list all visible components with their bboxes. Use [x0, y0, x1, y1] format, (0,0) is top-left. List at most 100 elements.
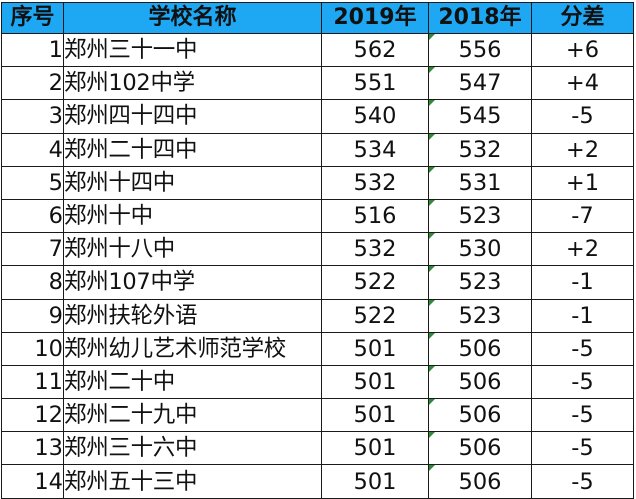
cell-school-name[interactable]: 郑州二十中	[63, 364, 322, 400]
cell-school-name[interactable]: 郑州三十一中	[63, 32, 322, 68]
cell-index[interactable]: 5	[1, 165, 64, 200]
table-row: 13 郑州三十六中 501 506 -5	[1, 431, 634, 466]
cell-score-2019[interactable]: 522	[321, 298, 429, 333]
cell-value: 506	[458, 368, 502, 395]
cell-score-2019[interactable]: 501	[321, 464, 429, 499]
cell-school-name[interactable]: 郑州五十三中	[63, 464, 322, 499]
cell-marker-triangle-icon	[429, 399, 435, 406]
cell-score-2019[interactable]: 516	[321, 198, 429, 234]
cell-difference[interactable]: -5	[531, 99, 634, 134]
cell-score-2018[interactable]: 506	[428, 398, 532, 433]
cell-index[interactable]: 12	[1, 398, 64, 433]
cell-score-2018[interactable]: 556	[428, 32, 532, 68]
cell-marker-triangle-icon	[429, 333, 435, 339]
cell-score-2019[interactable]: 501	[321, 331, 429, 366]
table-row: 4 郑州二十四中 534 532 +2	[1, 132, 634, 167]
cell-school-name[interactable]: 郑州107中学	[63, 265, 322, 300]
cell-difference[interactable]: -7	[531, 198, 634, 234]
cell-school-name[interactable]: 郑州四十四中	[63, 99, 322, 134]
cell-school-name[interactable]: 郑州二十九中	[63, 398, 322, 433]
table-row: 7 郑州十八中 532 530 +2	[1, 232, 634, 267]
cell-value: 506	[458, 435, 502, 462]
cell-school-name[interactable]: 郑州三十六中	[63, 431, 322, 466]
cell-value: 556	[458, 37, 502, 64]
cell-value: 523	[458, 302, 502, 329]
cell-index[interactable]: 4	[1, 132, 64, 167]
cell-score-2018[interactable]: 523	[428, 265, 532, 300]
cell-score-2019[interactable]: 501	[321, 398, 429, 433]
cell-score-2019[interactable]: 534	[321, 132, 429, 167]
header-score-2019[interactable]: 2019年	[321, 2, 429, 34]
cell-difference[interactable]: -5	[531, 331, 634, 366]
cell-score-2019[interactable]: 522	[321, 265, 429, 300]
cell-score-2019[interactable]: 551	[321, 66, 429, 101]
table-row: 8 郑州107中学 522 523 -1	[1, 265, 634, 300]
cell-score-2018[interactable]: 545	[428, 99, 532, 134]
cell-index[interactable]: 14	[1, 464, 64, 499]
cell-score-2018[interactable]: 506	[428, 331, 532, 366]
cell-index[interactable]: 1	[1, 32, 64, 68]
cell-score-2018[interactable]: 547	[428, 66, 532, 101]
cell-score-2019[interactable]: 562	[321, 32, 429, 68]
cell-index[interactable]: 2	[1, 66, 64, 101]
table-row: 12 郑州二十九中 501 506 -5	[1, 398, 634, 433]
cell-marker-triangle-icon	[429, 100, 435, 107]
cell-index[interactable]: 9	[1, 298, 64, 333]
cell-difference[interactable]: +4	[531, 66, 634, 101]
cell-marker-triangle-icon	[429, 432, 435, 439]
cell-score-2019[interactable]: 501	[321, 364, 429, 400]
cell-difference[interactable]: +2	[531, 132, 634, 167]
cell-score-2019[interactable]: 501	[321, 431, 429, 466]
cell-score-2019[interactable]: 540	[321, 99, 429, 134]
cell-score-2019[interactable]: 532	[321, 232, 429, 267]
cell-score-2018[interactable]: 523	[428, 298, 532, 333]
header-school-name[interactable]: 学校名称	[63, 2, 322, 34]
cell-school-name[interactable]: 郑州十四中	[63, 165, 322, 200]
cell-difference[interactable]: -5	[531, 431, 634, 466]
cell-score-2019[interactable]: 532	[321, 165, 429, 200]
table-body: 1 郑州三十一中 562 556 +6 2 郑州102中学 551 547 +4 3 郑州四十四中 54…	[1, 32, 634, 499]
cell-school-name[interactable]: 郑州十八中	[63, 232, 322, 267]
cell-index[interactable]: 7	[1, 232, 64, 267]
cell-score-2018[interactable]: 506	[428, 431, 532, 466]
cell-index[interactable]: 6	[1, 198, 64, 234]
cell-difference[interactable]: +6	[531, 32, 634, 68]
cell-value: 506	[458, 335, 502, 362]
cell-marker-triangle-icon	[429, 167, 435, 173]
cell-value: 506	[458, 402, 502, 429]
cell-score-2018[interactable]: 531	[428, 165, 532, 200]
cell-difference[interactable]: -1	[531, 265, 634, 300]
cell-index[interactable]: 8	[1, 265, 64, 300]
cell-value: 523	[458, 203, 502, 230]
cell-difference[interactable]: -5	[531, 364, 634, 400]
cell-score-2018[interactable]: 506	[428, 464, 532, 499]
header-difference[interactable]: 分差	[531, 2, 634, 34]
cell-score-2018[interactable]: 532	[428, 132, 532, 167]
cell-difference[interactable]: +2	[531, 232, 634, 267]
cell-difference[interactable]: -1	[531, 298, 634, 333]
cell-score-2018[interactable]: 506	[428, 364, 532, 400]
cell-marker-triangle-icon	[429, 233, 435, 240]
cell-index[interactable]: 11	[1, 364, 64, 400]
cell-index[interactable]: 13	[1, 431, 64, 466]
cell-school-name[interactable]: 郑州扶轮外语	[63, 298, 322, 333]
cell-difference[interactable]: +1	[531, 165, 634, 200]
cell-school-name[interactable]: 郑州十中	[63, 198, 322, 234]
cell-value: 547	[458, 70, 502, 97]
table-row: 1 郑州三十一中 562 556 +6	[1, 32, 634, 68]
cell-index[interactable]: 3	[1, 99, 64, 134]
cell-school-name[interactable]: 郑州102中学	[63, 66, 322, 101]
header-score-2018[interactable]: 2018年	[428, 2, 532, 34]
cell-difference[interactable]: -5	[531, 398, 634, 433]
cell-index[interactable]: 10	[1, 331, 64, 366]
cell-difference[interactable]: -5	[531, 464, 634, 499]
header-index[interactable]: 序号	[1, 2, 64, 34]
cell-value: 532	[458, 136, 502, 163]
cell-value: 530	[458, 236, 502, 263]
table-row: 5 郑州十四中 532 531 +1	[1, 165, 634, 200]
cell-score-2018[interactable]: 530	[428, 232, 532, 267]
cell-school-name[interactable]: 郑州二十四中	[63, 132, 322, 167]
cell-school-name[interactable]: 郑州幼儿艺术师范学校	[63, 331, 322, 366]
cell-score-2018[interactable]: 523	[428, 198, 532, 234]
cell-value: 523	[458, 269, 502, 296]
